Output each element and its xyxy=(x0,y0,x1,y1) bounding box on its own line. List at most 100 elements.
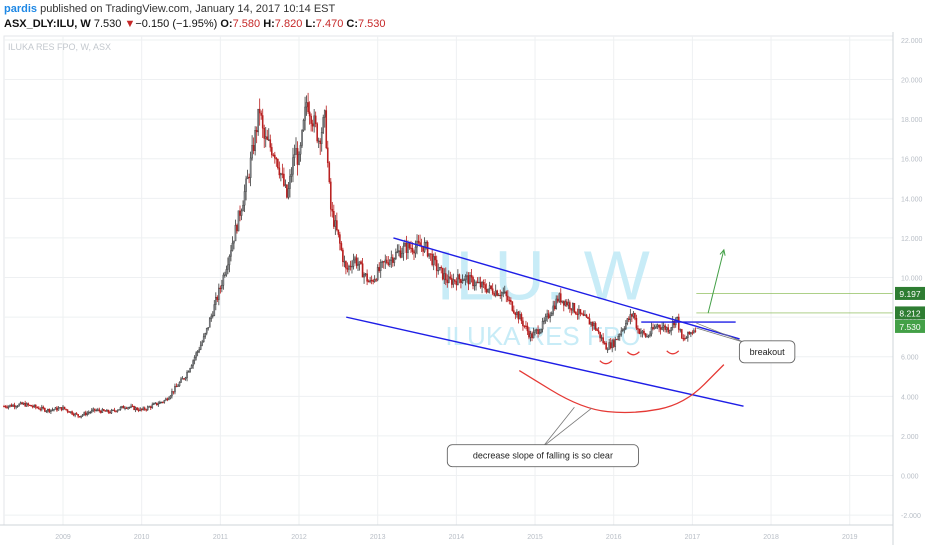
time-axis[interactable]: 2009 2010 2011 2012 2013 2014 2015 2016 2017 2018… xyxy=(0,524,893,541)
candle-body xyxy=(399,250,402,258)
symbol-label[interactable]: ASX_DLY:ILU, W xyxy=(4,18,91,30)
candle-body xyxy=(382,261,385,263)
bottom-marker xyxy=(666,350,680,355)
y-tick-label: 2.000 xyxy=(901,434,919,441)
candle-body xyxy=(644,333,647,337)
candle-body xyxy=(658,324,660,328)
candle-body xyxy=(204,333,207,337)
candle-body xyxy=(544,316,547,321)
candle-body xyxy=(497,294,500,297)
callout-text: breakout xyxy=(750,347,786,357)
candle-body xyxy=(687,331,689,338)
candle-body xyxy=(411,248,414,252)
candle-body xyxy=(302,120,305,131)
candle-body xyxy=(77,414,79,417)
candle-body xyxy=(311,123,314,127)
candle-body xyxy=(352,259,355,267)
candle-body xyxy=(328,162,331,183)
callout-text: decrease slope of falling is so clear xyxy=(473,451,613,461)
candle-body xyxy=(684,338,686,340)
candle-body xyxy=(251,145,253,159)
price-axis[interactable]: 22.000 20.000 18.000 16.000 14.000 12.000 10.0… xyxy=(892,32,925,545)
candle-body xyxy=(425,241,427,244)
candle-body xyxy=(308,111,311,117)
candle-body xyxy=(116,410,119,412)
x-tick-label: 2014 xyxy=(449,534,465,541)
rounding-bottom-arc xyxy=(518,364,725,414)
candle-body xyxy=(570,308,573,311)
candle-body xyxy=(535,329,538,331)
candle-body xyxy=(404,243,406,247)
candle-body xyxy=(190,365,193,369)
candle-body xyxy=(175,385,178,388)
callouts[interactable]: breakout decrease slope of falling is so … xyxy=(446,322,796,468)
candle-body xyxy=(538,332,541,335)
candle-body xyxy=(277,158,279,169)
candle-body xyxy=(337,229,340,235)
candle-body xyxy=(6,406,8,409)
candle-body xyxy=(92,408,95,411)
candle-body xyxy=(372,280,374,282)
candle-body xyxy=(564,301,567,306)
candle-body xyxy=(266,136,269,140)
candle-body xyxy=(529,333,532,338)
candle-body xyxy=(455,281,458,286)
candle-body xyxy=(537,329,539,335)
candle-body xyxy=(267,139,270,141)
candle-body xyxy=(581,313,583,315)
drawings[interactable] xyxy=(346,237,744,414)
candle-body xyxy=(75,413,78,415)
candle-body xyxy=(594,323,597,330)
candle-body xyxy=(572,303,574,311)
candle-body xyxy=(485,289,488,293)
candle-body xyxy=(236,225,238,232)
candle-body xyxy=(100,410,102,413)
candle-body xyxy=(342,249,344,262)
candle-body xyxy=(272,154,275,156)
candle-body xyxy=(211,315,214,317)
candle-body xyxy=(207,327,210,329)
candle-body xyxy=(435,259,438,271)
candle-body xyxy=(160,401,163,404)
candle-body xyxy=(676,316,679,319)
candle-body xyxy=(183,378,185,380)
candle-body xyxy=(112,409,114,411)
candle-body xyxy=(360,261,362,264)
candle-body xyxy=(579,309,582,314)
candle-body xyxy=(249,157,252,178)
candle-body xyxy=(198,349,200,352)
candle-body xyxy=(310,115,312,124)
chart-header: pardis published on TradingView.com, Jan… xyxy=(4,2,904,32)
candle-body xyxy=(440,266,443,269)
candle-body xyxy=(202,336,205,343)
candle-body xyxy=(585,314,588,318)
candle-body xyxy=(130,405,132,408)
candle-body xyxy=(84,412,87,416)
candle-body xyxy=(649,333,651,337)
publish-line: pardis published on TradingView.com, Jan… xyxy=(4,2,904,17)
candle-body xyxy=(463,279,465,282)
price-label-box xyxy=(895,306,925,320)
author-link[interactable]: pardis xyxy=(4,3,38,15)
candle-body xyxy=(60,407,63,411)
candle-body xyxy=(106,409,108,412)
candle-body xyxy=(615,338,618,341)
candle-body xyxy=(225,269,228,276)
candle-body xyxy=(103,409,105,411)
candle-body xyxy=(19,402,22,405)
candle-body xyxy=(187,371,190,373)
candle-body xyxy=(348,265,350,270)
candle-body xyxy=(39,408,42,411)
candle-body xyxy=(532,332,535,339)
candles xyxy=(3,92,697,419)
ohlc-line: ASX_DLY:ILU, W 7.530 ▼−0.150 (−1.95%) O:… xyxy=(4,17,904,32)
candle-body xyxy=(470,274,473,278)
target-arrow xyxy=(707,249,725,314)
candle-body xyxy=(346,267,349,270)
candle-body xyxy=(562,300,565,306)
candle-body xyxy=(89,411,92,414)
candle-body xyxy=(647,335,650,337)
candle-body xyxy=(307,102,309,113)
candle-body xyxy=(643,330,645,334)
